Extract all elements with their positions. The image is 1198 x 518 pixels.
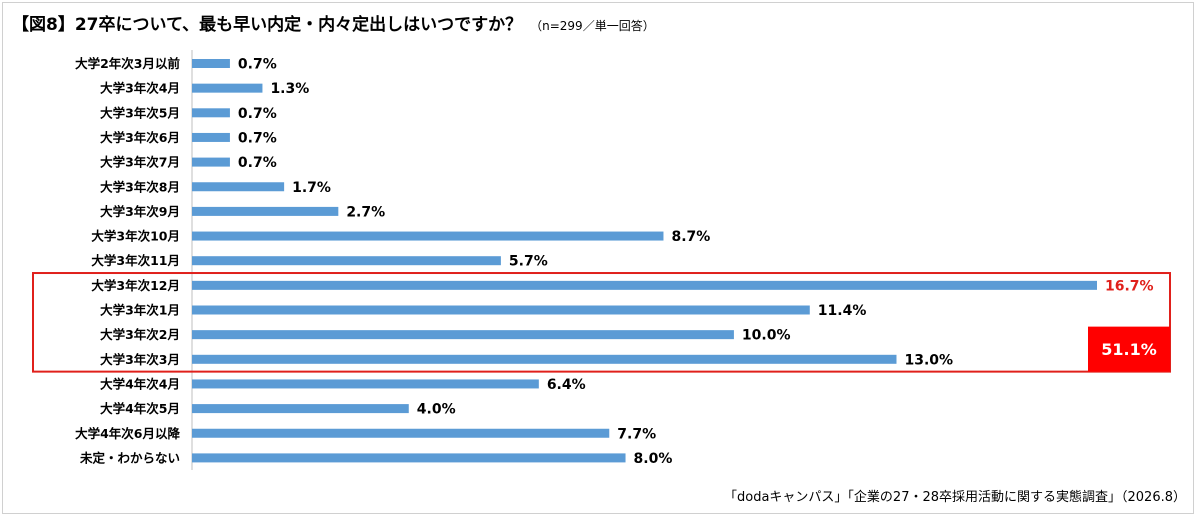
category-label: 大学3年次11月: [91, 253, 180, 268]
category-label: 大学3年次2月: [100, 327, 180, 342]
category-label: 大学3年次7月: [100, 155, 180, 170]
category-label: 大学3年次8月: [100, 179, 180, 194]
category-label: 大学3年次6月: [100, 130, 180, 145]
bar: [192, 453, 626, 463]
category-label: 大学2年次3月以前: [75, 56, 180, 71]
bar: [192, 280, 1097, 290]
value-label: 8.0%: [634, 451, 673, 467]
bar: [192, 256, 501, 266]
bar: [192, 157, 230, 167]
category-label: 大学3年次9月: [100, 204, 180, 219]
bar: [192, 404, 409, 414]
category-label: 大学3年次5月: [100, 105, 180, 120]
bar: [192, 354, 897, 364]
bar: [192, 379, 539, 389]
category-label: 大学4年次4月: [100, 376, 180, 391]
value-label: 1.7%: [292, 180, 331, 196]
bar: [192, 428, 610, 438]
category-label: 大学3年次1月: [100, 303, 180, 318]
value-label: 0.7%: [238, 106, 277, 122]
title-text: 【図8】27卒について、最も早い内定・内々定出しはいつですか？: [12, 15, 523, 35]
bar: [192, 59, 230, 68]
highlight-total-box: [1088, 326, 1170, 372]
bar: [192, 108, 230, 118]
value-label: 5.7%: [509, 254, 548, 270]
source-credit: 「dodaキャンパス」「企業の27・28卒採用活動に関する実態調査」（2026.…: [724, 490, 1186, 505]
category-label: 大学3年次4月: [100, 81, 180, 96]
value-label: 11.4%: [818, 303, 867, 319]
bar: [192, 132, 230, 142]
category-label: 大学4年次5月: [100, 401, 180, 416]
value-label: 4.0%: [417, 402, 456, 418]
value-label: 0.7%: [238, 57, 277, 73]
sample-note: （n=299／単一回答）: [530, 19, 655, 33]
highlight-total-label: 51.1%: [1101, 340, 1157, 359]
category-label: 大学4年次6月以降: [75, 426, 180, 441]
value-label: 0.7%: [238, 130, 277, 146]
value-label: 6.4%: [547, 377, 586, 393]
value-label: 2.7%: [346, 204, 385, 220]
value-label: 1.3%: [270, 81, 309, 97]
category-label: 未定・わからない: [79, 450, 180, 465]
category-label: 大学3年次10月: [91, 229, 180, 244]
value-label: 16.7%: [1105, 278, 1154, 294]
value-label: 0.7%: [238, 155, 277, 171]
value-label: 13.0%: [904, 352, 953, 368]
category-label: 大学3年次12月: [91, 278, 180, 293]
value-label: 10.0%: [742, 328, 791, 344]
bar: [192, 330, 734, 340]
bar: [192, 83, 263, 93]
bar: [192, 305, 810, 315]
value-label: 7.7%: [617, 426, 656, 442]
category-label: 大学3年次3月: [100, 352, 180, 367]
value-label: 8.7%: [671, 229, 710, 245]
bar: [192, 231, 664, 241]
bar: [192, 206, 339, 216]
highlight-box: [32, 272, 1171, 373]
chart-title: 【図8】27卒について、最も早い内定・内々定出しはいつですか？ （n=299／単一…: [12, 10, 655, 35]
bar: [192, 182, 285, 192]
